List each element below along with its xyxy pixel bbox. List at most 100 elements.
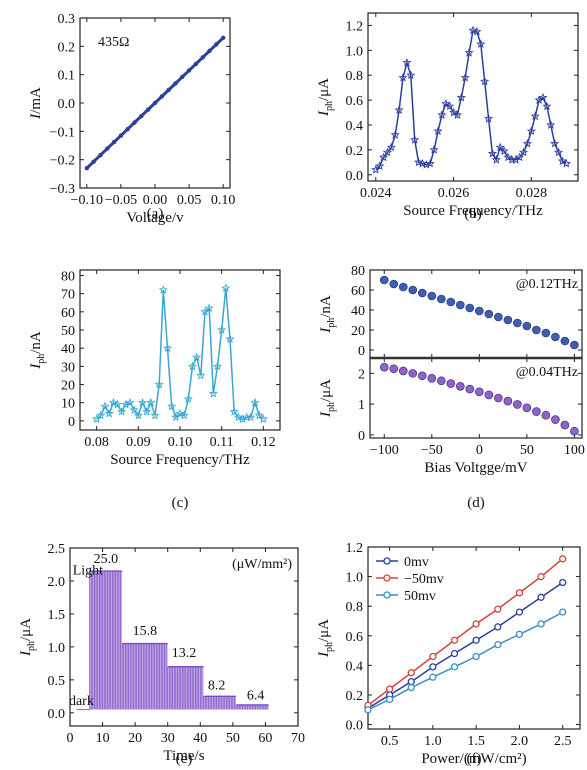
data-point: [450, 663, 459, 671]
power-density-label: dark: [69, 694, 94, 709]
y-label-symbol: I: [28, 113, 44, 120]
data-point: [104, 408, 114, 418]
x-tick-label: 60: [258, 731, 272, 746]
y-tick-label: 1.2: [346, 541, 364, 556]
y-tick-label: 0.3: [58, 12, 76, 27]
y-tick-label: 2.5: [48, 542, 66, 557]
panel-caption: (f): [467, 751, 482, 767]
data-point: [192, 352, 202, 362]
legend-label: 50mv: [404, 589, 436, 604]
data-point: [449, 107, 459, 117]
series-line: [367, 581, 564, 709]
data-point: [446, 379, 456, 388]
chart-e: 0 10 20 30 40 50 60 70 0.0 0.5 1.0 1.5 2.0 2.5 Time/s I…: [18, 542, 305, 767]
data-point: [250, 397, 260, 407]
y-label-symbol: I: [318, 411, 334, 418]
power-density-label: Light: [73, 563, 103, 578]
y-axis-label: Iph/μA: [18, 618, 37, 657]
power-density-label: 13.2: [172, 646, 197, 661]
x-axis-label: Voltage/v: [126, 210, 184, 226]
data-point: [476, 39, 486, 48]
data-point: [561, 158, 571, 168]
y-tick-label: 10: [61, 397, 75, 412]
data-point: [515, 589, 524, 597]
x-tick-label: 50: [520, 443, 534, 458]
data-point: [364, 706, 372, 714]
plot-frame: [367, 546, 581, 730]
data-point: [550, 138, 560, 148]
x-tick-label: 1.0: [424, 734, 442, 749]
y-tick-label: 1: [358, 398, 365, 413]
x-tick-label: 0.08: [84, 435, 109, 450]
x-tick-label: 0.11: [210, 435, 234, 450]
data-point: [407, 678, 415, 686]
y-tick-label: 0.4: [346, 119, 364, 134]
chart-c: 0.08 0.09 0.10 0.11 0.12 0 10 20 30 40 50 60 70 80 Sou…: [28, 269, 281, 511]
data-point: [513, 318, 522, 328]
data-point: [214, 42, 219, 47]
data-point: [417, 158, 428, 168]
data-point: [221, 283, 231, 293]
data-point: [229, 407, 239, 416]
y-label-unit: /nA: [318, 295, 334, 318]
data-point: [530, 111, 540, 121]
series-line: [367, 611, 564, 711]
data-point: [559, 608, 567, 616]
data-point: [494, 605, 502, 613]
data-point: [429, 145, 439, 154]
data-point: [375, 161, 385, 170]
data-point: [118, 133, 124, 138]
data-point: [429, 652, 437, 661]
y-tick-label: 40: [61, 342, 75, 357]
panel-caption: (b): [464, 206, 482, 222]
y-label-unit: /μA: [316, 619, 332, 642]
data-point: [515, 152, 525, 162]
y-label-symbol: I: [316, 110, 332, 117]
frequency-annotation: @0.04THz: [516, 365, 578, 380]
y-label-symbol: I: [318, 327, 334, 334]
x-tick-label: 0: [67, 731, 74, 746]
data-point: [433, 126, 443, 136]
data-point: [407, 683, 415, 692]
y-tick-label: 40: [351, 304, 365, 319]
data-point: [513, 400, 522, 409]
x-tick-label: 30: [161, 731, 175, 746]
data-point: [173, 81, 178, 86]
y-tick-label: −0.2: [50, 154, 75, 169]
data-point: [204, 303, 214, 313]
y-label-unit: /nA: [28, 331, 44, 354]
data-point: [553, 147, 564, 157]
data-point: [472, 26, 482, 36]
data-point: [413, 157, 424, 167]
x-tick-label: 10: [96, 731, 110, 746]
data-point: [437, 110, 447, 119]
y-tick-label: 20: [351, 324, 365, 339]
data-point: [183, 394, 193, 403]
data-point: [105, 146, 110, 151]
panel-caption: (d): [467, 495, 485, 511]
x-tick-label: 0.5: [381, 734, 399, 749]
data-point: [522, 321, 532, 331]
data-point: [487, 148, 498, 158]
y-tick-label: 80: [61, 269, 75, 284]
x-tick-label: 0.026: [438, 186, 470, 201]
data-point: [84, 165, 90, 171]
data-point: [186, 68, 192, 73]
legend-label: 0mv: [404, 555, 429, 570]
x-tick-label: 0.028: [516, 186, 548, 201]
data-point: [456, 92, 466, 102]
data-point: [91, 159, 96, 164]
y-tick-label: 2.0: [48, 575, 66, 590]
x-tick-label: 70: [291, 731, 305, 746]
data-point: [407, 669, 415, 677]
y-tick-label: 0.0: [58, 97, 76, 112]
y-tick-label: 1.5: [48, 608, 66, 623]
data-point: [379, 152, 389, 162]
data-point: [158, 285, 168, 294]
data-point: [503, 315, 513, 325]
data-point: [491, 155, 501, 164]
y-tick-label: 70: [61, 288, 75, 303]
y-tick-label: 0.8: [346, 600, 364, 615]
data-point: [125, 126, 130, 132]
y-tick-label: 0.8: [346, 69, 364, 84]
